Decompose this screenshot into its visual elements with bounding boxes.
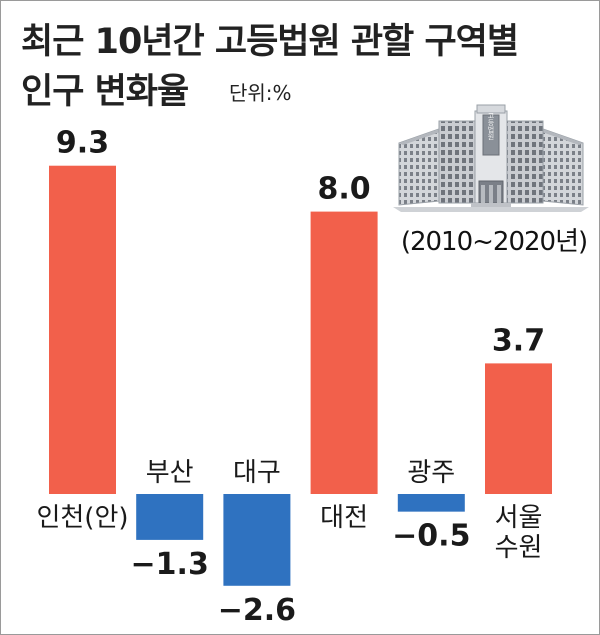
courthouse-icon: 고등법원 (393, 104, 589, 212)
category-label-line: 수원 (495, 533, 543, 563)
chart-title-line-2: 인구 변화율 (21, 72, 189, 112)
category-label-line: 서울 (495, 503, 543, 533)
chart-title-line-1: 최근 10년간 고등법원 관할 구역별 (21, 22, 519, 62)
value-label-1: −1.3 (131, 547, 209, 582)
period-label: (2010~2020년) (400, 227, 588, 257)
unit-label: 단위:% (229, 81, 292, 105)
category-label-line: 부산 (146, 458, 194, 488)
bar-4 (397, 494, 465, 512)
value-label-5: 3.7 (492, 323, 545, 358)
category-label-line: 대구 (233, 458, 281, 488)
value-label-3: 8.0 (318, 172, 371, 207)
category-label-5: 서울 수원 (495, 503, 543, 563)
bar-2 (223, 494, 291, 586)
bar-3 (310, 211, 378, 494)
bar-1 (136, 494, 204, 540)
category-label-1: 부산 (146, 458, 194, 488)
category-label-4: 광주 (407, 458, 455, 488)
bar-0 (49, 165, 116, 494)
category-label-line: 대전 (320, 503, 368, 533)
category-label-2: 대구 (233, 458, 281, 488)
category-label-3: 대전 (320, 503, 368, 533)
value-label-4: −0.5 (392, 519, 470, 554)
courthouse-sign-text: 고등법원 (487, 112, 495, 140)
bar-5 (485, 363, 552, 494)
category-label-line: 인천(안) (36, 503, 128, 533)
value-label-0: 9.3 (56, 126, 109, 161)
category-label-line: 광주 (407, 458, 455, 488)
value-label-2: −2.6 (218, 593, 296, 628)
category-label-0: 인천(안) (36, 503, 128, 533)
